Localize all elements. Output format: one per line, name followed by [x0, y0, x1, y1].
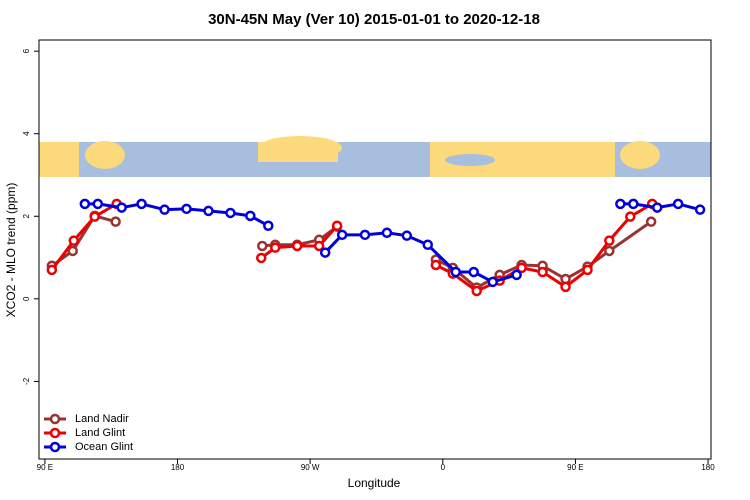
data-point [116, 202, 127, 213]
chart-title: 30N-45N May (Ver 10) 2015-01-01 to 2020-… [208, 11, 540, 28]
data-point [582, 264, 593, 276]
data-point [313, 240, 325, 252]
data-point [359, 229, 371, 241]
data-point [159, 204, 170, 215]
data-point [672, 198, 684, 210]
data-point [628, 198, 639, 210]
x-tick-label: 180 [171, 463, 185, 472]
legend-label: Land Glint [75, 427, 125, 439]
data-point [645, 216, 657, 227]
data-point [560, 281, 571, 293]
y-axis-label: XCO2 - MLO trend (ppm) [4, 183, 18, 318]
data-point [336, 229, 348, 241]
data-point [615, 198, 626, 210]
x-tick-label: 90 W [301, 463, 320, 472]
map-band [39, 136, 711, 177]
data-point [225, 207, 236, 219]
data-point [257, 240, 268, 252]
data-point [537, 266, 548, 278]
data-point [110, 216, 121, 227]
data-point [203, 205, 214, 217]
data-point [79, 198, 91, 210]
legend-marker [49, 427, 61, 439]
x-tick-label: 90 E [567, 463, 583, 472]
data-point [46, 264, 58, 276]
data-point [604, 245, 615, 257]
y-tick-label: 0 [22, 296, 31, 301]
data-point [487, 276, 498, 288]
data-point [430, 259, 442, 271]
data-point [381, 227, 393, 239]
data-point [67, 245, 78, 257]
x-axis-label: Longitude [348, 476, 401, 490]
legend-marker [49, 413, 61, 425]
y-tick-label: -2 [22, 377, 31, 385]
data-point [136, 198, 147, 210]
data-point [624, 211, 636, 222]
data-point [245, 210, 256, 222]
legend-label: Land Nadir [75, 413, 129, 425]
data-point [401, 230, 413, 241]
data-point [92, 198, 104, 210]
data-point [468, 266, 479, 278]
data-point [89, 211, 100, 222]
data-point [181, 203, 192, 215]
data-point [291, 240, 303, 252]
data-point [516, 262, 527, 274]
y-tick-label: 6 [22, 48, 31, 53]
x-tick-label: 180 [701, 463, 715, 472]
data-point [651, 202, 663, 213]
data-point [604, 235, 615, 246]
data-point [269, 242, 281, 253]
data-point [319, 247, 331, 258]
legend-label: Ocean Glint [75, 441, 133, 453]
data-point [331, 220, 343, 232]
data-point [450, 266, 462, 278]
x-tick-label: 0 [441, 463, 446, 472]
legend-marker [49, 441, 61, 453]
plot-frame [38, 39, 712, 460]
data-point [422, 239, 434, 251]
data-point [471, 285, 482, 297]
data-point [263, 220, 274, 232]
data-point [511, 269, 522, 281]
data-point [694, 204, 706, 215]
y-tick-label: 2 [22, 213, 31, 218]
data-point [255, 252, 267, 264]
data-point [68, 235, 80, 246]
x-tick-label: 90 E [37, 463, 53, 472]
y-tick-label: 4 [22, 131, 31, 136]
